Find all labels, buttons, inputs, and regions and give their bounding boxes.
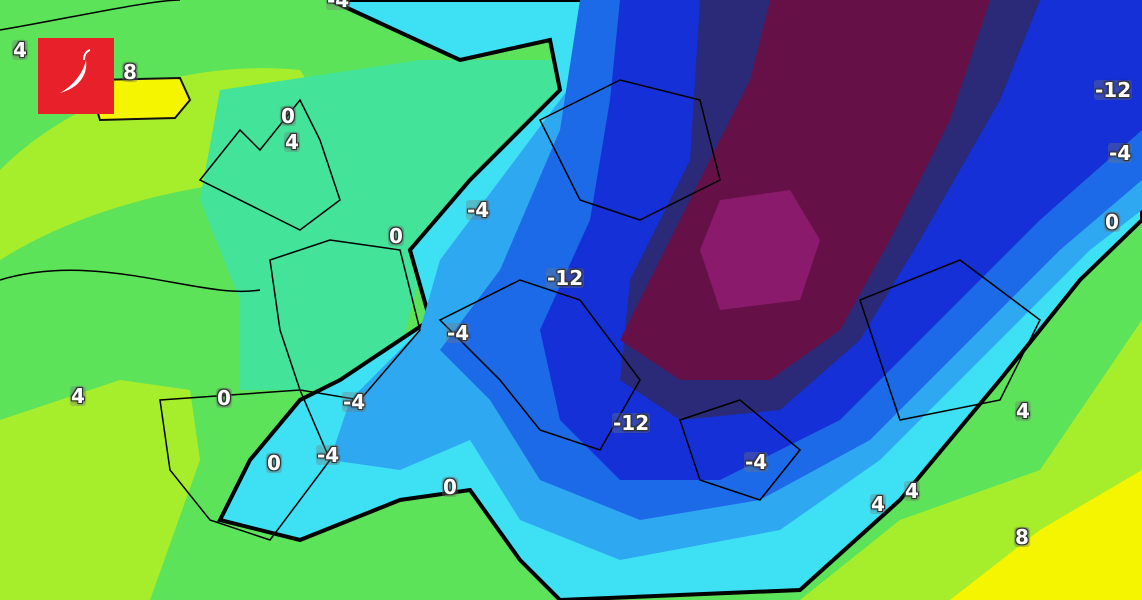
contour-label: 0 [388, 224, 404, 248]
contour-label: -4 [326, 0, 351, 10]
contour-label: -4 [446, 321, 471, 345]
warm-zone-atlantic [0, 380, 200, 600]
chili-pepper-icon [60, 49, 91, 93]
warm-yellow-southeast [950, 470, 1142, 600]
contour-label: 8 [1014, 525, 1030, 549]
contour-label: 0 [442, 475, 458, 499]
contour-label: -12 [1094, 78, 1133, 102]
contour-label: 0 [266, 451, 282, 475]
contour-label: -4 [466, 198, 491, 222]
contour-label: 4 [1015, 399, 1031, 423]
logo [38, 38, 114, 114]
contour-label: 0 [280, 104, 296, 128]
coastlines [0, 0, 1041, 541]
contour-label: 8 [122, 60, 138, 84]
cold-core-magenta [700, 190, 820, 310]
contour-label: 4 [284, 130, 300, 154]
contour-label: 4 [870, 492, 886, 516]
contour-label: -4 [1108, 141, 1133, 165]
contour-label: 0 [216, 386, 232, 410]
contour-label: -4 [744, 450, 769, 474]
contour-label: -4 [342, 390, 367, 414]
contour-label: -4 [316, 443, 341, 467]
contour-label: -12 [612, 411, 651, 435]
contour-label: 4 [904, 479, 920, 503]
contour-label: 0 [1104, 210, 1120, 234]
contour-label: 4 [70, 384, 86, 408]
contour-label: -12 [546, 266, 585, 290]
contour-label: 4 [12, 38, 28, 62]
teal-zone [200, 60, 560, 390]
